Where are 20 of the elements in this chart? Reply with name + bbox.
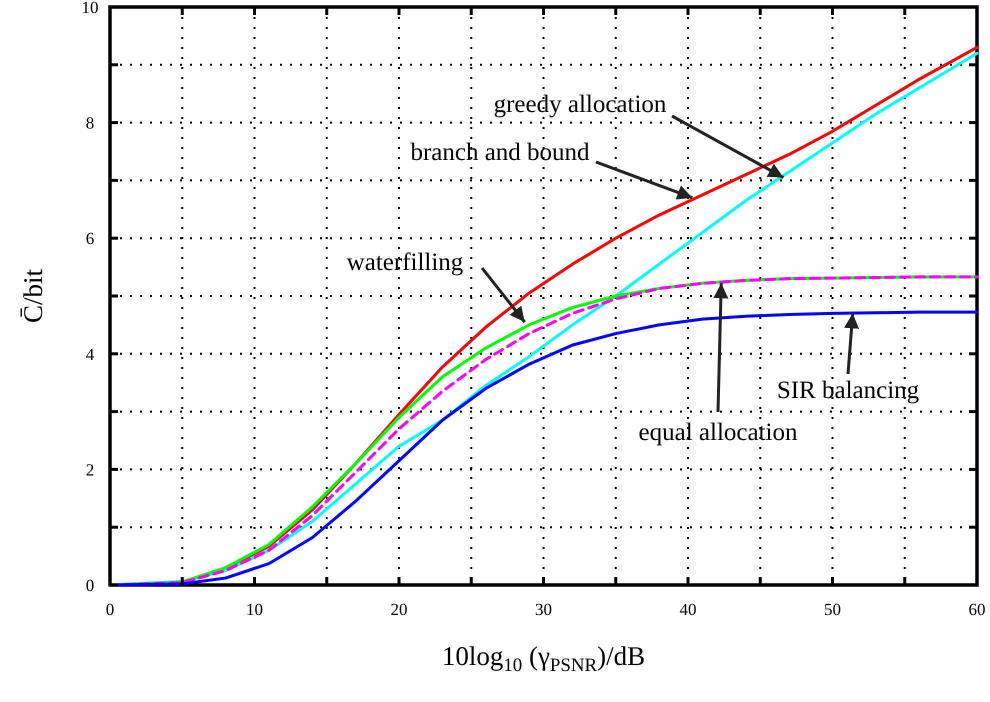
y-tick-label: 2 <box>86 460 94 480</box>
y-tick-label: 0 <box>86 576 94 595</box>
x-tick-label: 40 <box>680 600 696 619</box>
annotation: waterfilling <box>346 249 464 276</box>
y-tick-label: 4 <box>86 344 95 364</box>
annotation: branch and bound <box>410 139 590 166</box>
y-axis-title: C̄/bit <box>18 268 48 324</box>
annotation: SIR balancing <box>776 377 920 404</box>
y-tick-label: 8 <box>86 114 94 133</box>
x-tick-label: 20 <box>390 600 408 619</box>
x-tick-label: 60 <box>968 600 986 619</box>
x-tick-label: 30 <box>535 600 552 619</box>
y-tick-label: 10 <box>82 0 98 17</box>
x-tick-label: 10 <box>246 600 263 619</box>
x-axis-title: 10log$_{10}$ (γ$_{PSNR}$)/dB <box>442 641 646 676</box>
y-tick-label: 6 <box>86 229 94 248</box>
annotation: equal allocation <box>638 419 798 446</box>
x-tick-label: 0 <box>106 600 114 619</box>
x-tick-label: 50 <box>824 600 841 619</box>
annotation: greedy allocation <box>494 91 667 118</box>
